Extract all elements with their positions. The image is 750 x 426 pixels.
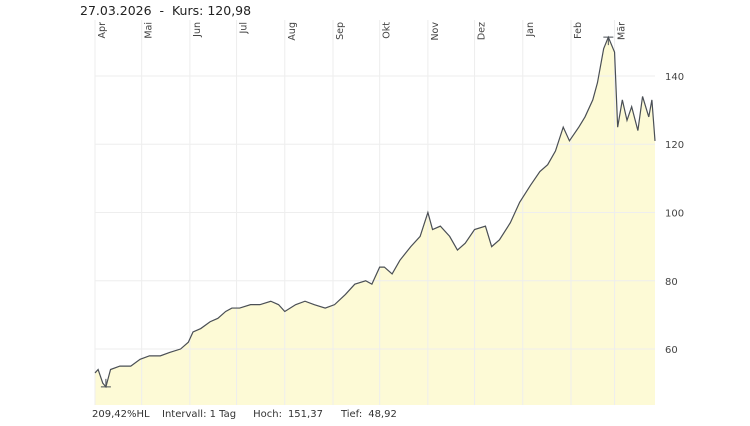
high-marker	[603, 36, 614, 46]
price-area	[95, 37, 655, 405]
x-tick-label: Jul	[239, 22, 250, 34]
chart-title: 27.03.2026 - Kurs: 120,98	[80, 3, 251, 18]
x-tick-label: Aug	[287, 22, 298, 41]
x-tick-label: Mär	[617, 22, 628, 40]
x-tick-label: Jan	[525, 22, 536, 38]
x-tick-label: Jun	[192, 22, 203, 38]
y-tick-label: 80	[665, 277, 678, 288]
y-tick-label: 60	[665, 345, 678, 356]
low-label: Tief:	[340, 409, 363, 420]
chart-footer: 209,42%HL Intervall: 1 Tag Hoch: 151,37 …	[92, 409, 397, 420]
x-tick-label: Mai	[144, 22, 155, 39]
date: 27.03.2026	[80, 3, 152, 18]
y-tick-label: 120	[665, 140, 684, 151]
interval-label: Intervall: 1 Tag	[162, 409, 237, 420]
kurs-value: 120,98	[207, 3, 252, 18]
low-marker	[100, 378, 111, 388]
y-tick-label: 100	[665, 209, 684, 220]
low-value: 48,92	[368, 409, 397, 420]
y-tick-label: 140	[665, 72, 684, 83]
price-line	[94, 35, 656, 389]
x-tick-label: Sep	[335, 22, 346, 40]
separator: -	[151, 3, 172, 18]
range-percent: 209,42%HL	[92, 409, 150, 420]
x-tick-label: Apr	[97, 22, 108, 39]
x-tick-label: Okt	[382, 22, 393, 39]
x-tick-label: Nov	[430, 22, 441, 41]
high-value: 151,37	[287, 409, 323, 420]
x-tick-label: Feb	[573, 22, 584, 39]
high-label: Hoch:	[253, 409, 282, 420]
x-tick-label: Dez	[477, 22, 488, 40]
kurs-label: Kurs:	[171, 3, 204, 18]
